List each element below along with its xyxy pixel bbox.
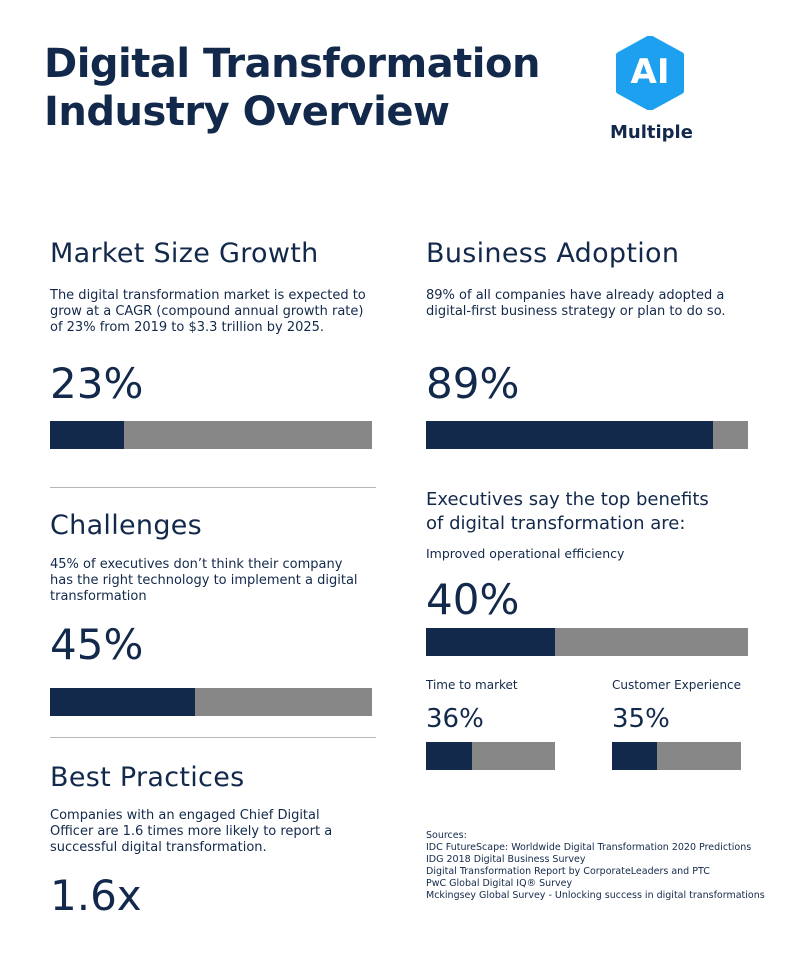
best-practices-heading: Best Practices xyxy=(50,762,245,793)
challenges-bar-fill xyxy=(50,688,195,716)
challenges-value: 45% xyxy=(50,620,144,669)
efficiency-bar-fill xyxy=(426,628,555,656)
aimultiple-logo: AI Multiple xyxy=(610,36,693,148)
time-to-market-bar-fill xyxy=(426,742,473,770)
logo-name: Multiple xyxy=(610,122,693,143)
best-practices-description: Companies with an engaged Chief Digital … xyxy=(50,808,333,855)
market-size-value: 23% xyxy=(50,359,144,408)
time-to-market-bar xyxy=(426,742,555,770)
market-size-bar xyxy=(50,421,372,449)
challenges-bar xyxy=(50,688,372,716)
customer-experience-bar-fill xyxy=(612,742,658,770)
efficiency-value: 40% xyxy=(426,575,520,624)
market-size-bar-fill xyxy=(50,421,125,449)
divider-1 xyxy=(50,487,376,488)
business-adoption-bar-fill xyxy=(426,421,713,449)
challenges-heading: Challenges xyxy=(50,510,203,541)
customer-experience-value: 35% xyxy=(612,704,670,734)
benefits-heading: Executives say the top benefits of digit… xyxy=(426,488,709,536)
source-item: PwC Global Digital IQ® Survey xyxy=(426,878,573,889)
market-size-description: The digital transformation market is exp… xyxy=(50,288,366,335)
customer-experience-bar xyxy=(612,742,741,770)
market-size-heading: Market Size Growth xyxy=(50,238,319,269)
business-adoption-heading: Business Adoption xyxy=(426,238,680,269)
business-adoption-description: 89% of all companies have already adopte… xyxy=(426,288,726,319)
best-practices-value: 1.6x xyxy=(50,871,142,920)
business-adoption-value: 89% xyxy=(426,359,520,408)
source-item: Digital Transformation Report by Corpora… xyxy=(426,866,710,877)
benefits-heading-line-2: of digital transformation are: xyxy=(426,513,686,534)
time-to-market-label: Time to market xyxy=(426,678,518,692)
hexagon-logo-icon xyxy=(616,36,684,110)
customer-experience-label: Customer Experience xyxy=(612,678,742,692)
title-line-1: Digital Transformation xyxy=(44,41,540,87)
page-title: Digital Transformation Industry Overview xyxy=(44,40,564,136)
divider-2 xyxy=(50,737,376,738)
efficiency-label: Improved operational efficiency xyxy=(426,546,625,561)
sources: Sources: IDC FutureScape: Worldwide Digi… xyxy=(426,830,786,902)
logo-ai-text: AI xyxy=(630,52,670,92)
challenges-description: 45% of executives don’t think their comp… xyxy=(50,557,358,604)
efficiency-bar xyxy=(426,628,748,656)
source-item: IDG 2018 Digital Business Survey xyxy=(426,854,586,865)
source-item: Mckingsey Global Survey - Unlocking succ… xyxy=(426,890,765,901)
business-adoption-bar xyxy=(426,421,748,449)
benefits-heading-line-1: Executives say the top benefits xyxy=(426,489,709,510)
source-item: IDC FutureScape: Worldwide Digital Trans… xyxy=(426,842,752,853)
sources-label: Sources: xyxy=(426,830,467,841)
title-line-2: Industry Overview xyxy=(44,89,450,135)
time-to-market-value: 36% xyxy=(426,704,484,734)
